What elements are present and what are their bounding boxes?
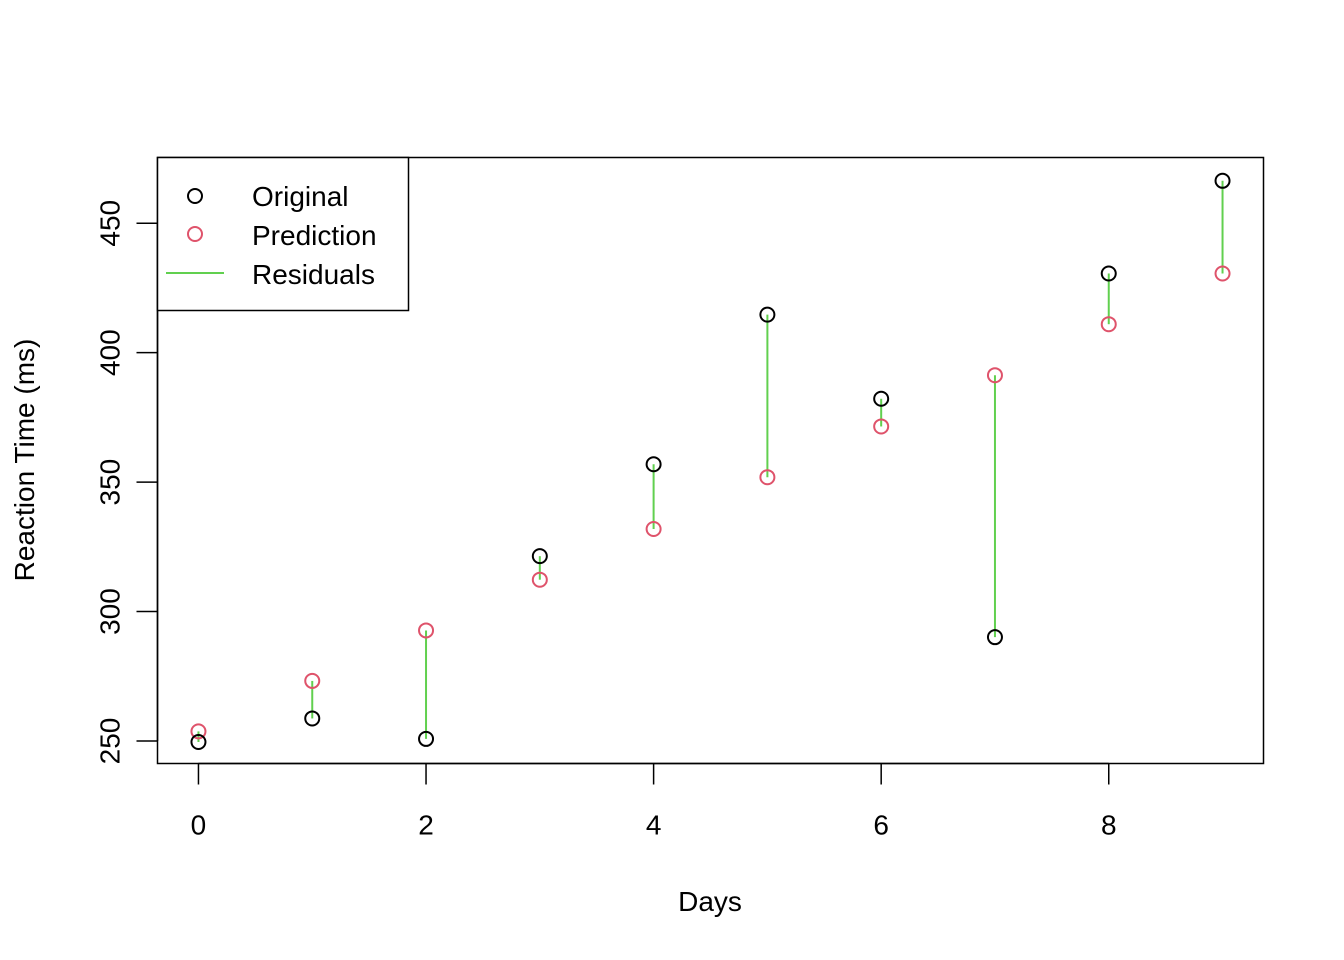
- original-point: [304, 710, 321, 727]
- data-points: [190, 172, 1231, 751]
- y-tick-label: 350: [95, 459, 126, 506]
- x-axis: 0 2 4 6 8: [191, 762, 1117, 841]
- legend-original-label: Original: [252, 181, 348, 212]
- residual-lines: [197, 180, 1224, 743]
- original-point: [1214, 172, 1231, 189]
- y-tick-label: 250: [95, 718, 126, 765]
- original-point: [873, 390, 890, 407]
- prediction-point: [418, 622, 435, 639]
- original-point: [418, 730, 435, 747]
- original-point: [190, 734, 207, 751]
- prediction-point: [1214, 265, 1231, 282]
- legend-prediction-label: Prediction: [252, 220, 377, 251]
- y-axis: 250 300 350 400 450: [95, 200, 159, 765]
- prediction-point: [645, 520, 662, 537]
- y-tick-label: 450: [95, 200, 126, 247]
- x-tick-label: 0: [191, 810, 207, 841]
- y-tick-label: 300: [95, 588, 126, 635]
- legend-box: [156, 156, 410, 312]
- original-point: [1100, 265, 1117, 282]
- x-tick-label: 2: [418, 810, 434, 841]
- prediction-point: [873, 418, 890, 435]
- x-tick-label: 4: [646, 810, 662, 841]
- legend-original-symbol: [187, 188, 203, 204]
- original-point: [531, 548, 548, 565]
- original-point: [759, 306, 776, 323]
- x-tick-label: 6: [873, 810, 889, 841]
- prediction-point: [1100, 316, 1117, 333]
- y-tick-label: 400: [95, 329, 126, 376]
- legend-residuals-label: Residuals: [252, 259, 375, 290]
- prediction-point: [531, 571, 548, 588]
- prediction-point: [304, 672, 321, 689]
- x-tick-label: 8: [1101, 810, 1117, 841]
- original-point: [986, 629, 1003, 646]
- prediction-point: [986, 367, 1003, 384]
- x-axis-label: Days: [678, 886, 742, 917]
- legend: Original Prediction Residuals: [156, 156, 410, 312]
- prediction-point: [759, 469, 776, 486]
- legend-prediction-symbol: [187, 226, 203, 242]
- y-axis-label: Reaction Time (ms): [9, 339, 40, 582]
- prediction-point: [190, 723, 207, 740]
- original-point: [645, 456, 662, 473]
